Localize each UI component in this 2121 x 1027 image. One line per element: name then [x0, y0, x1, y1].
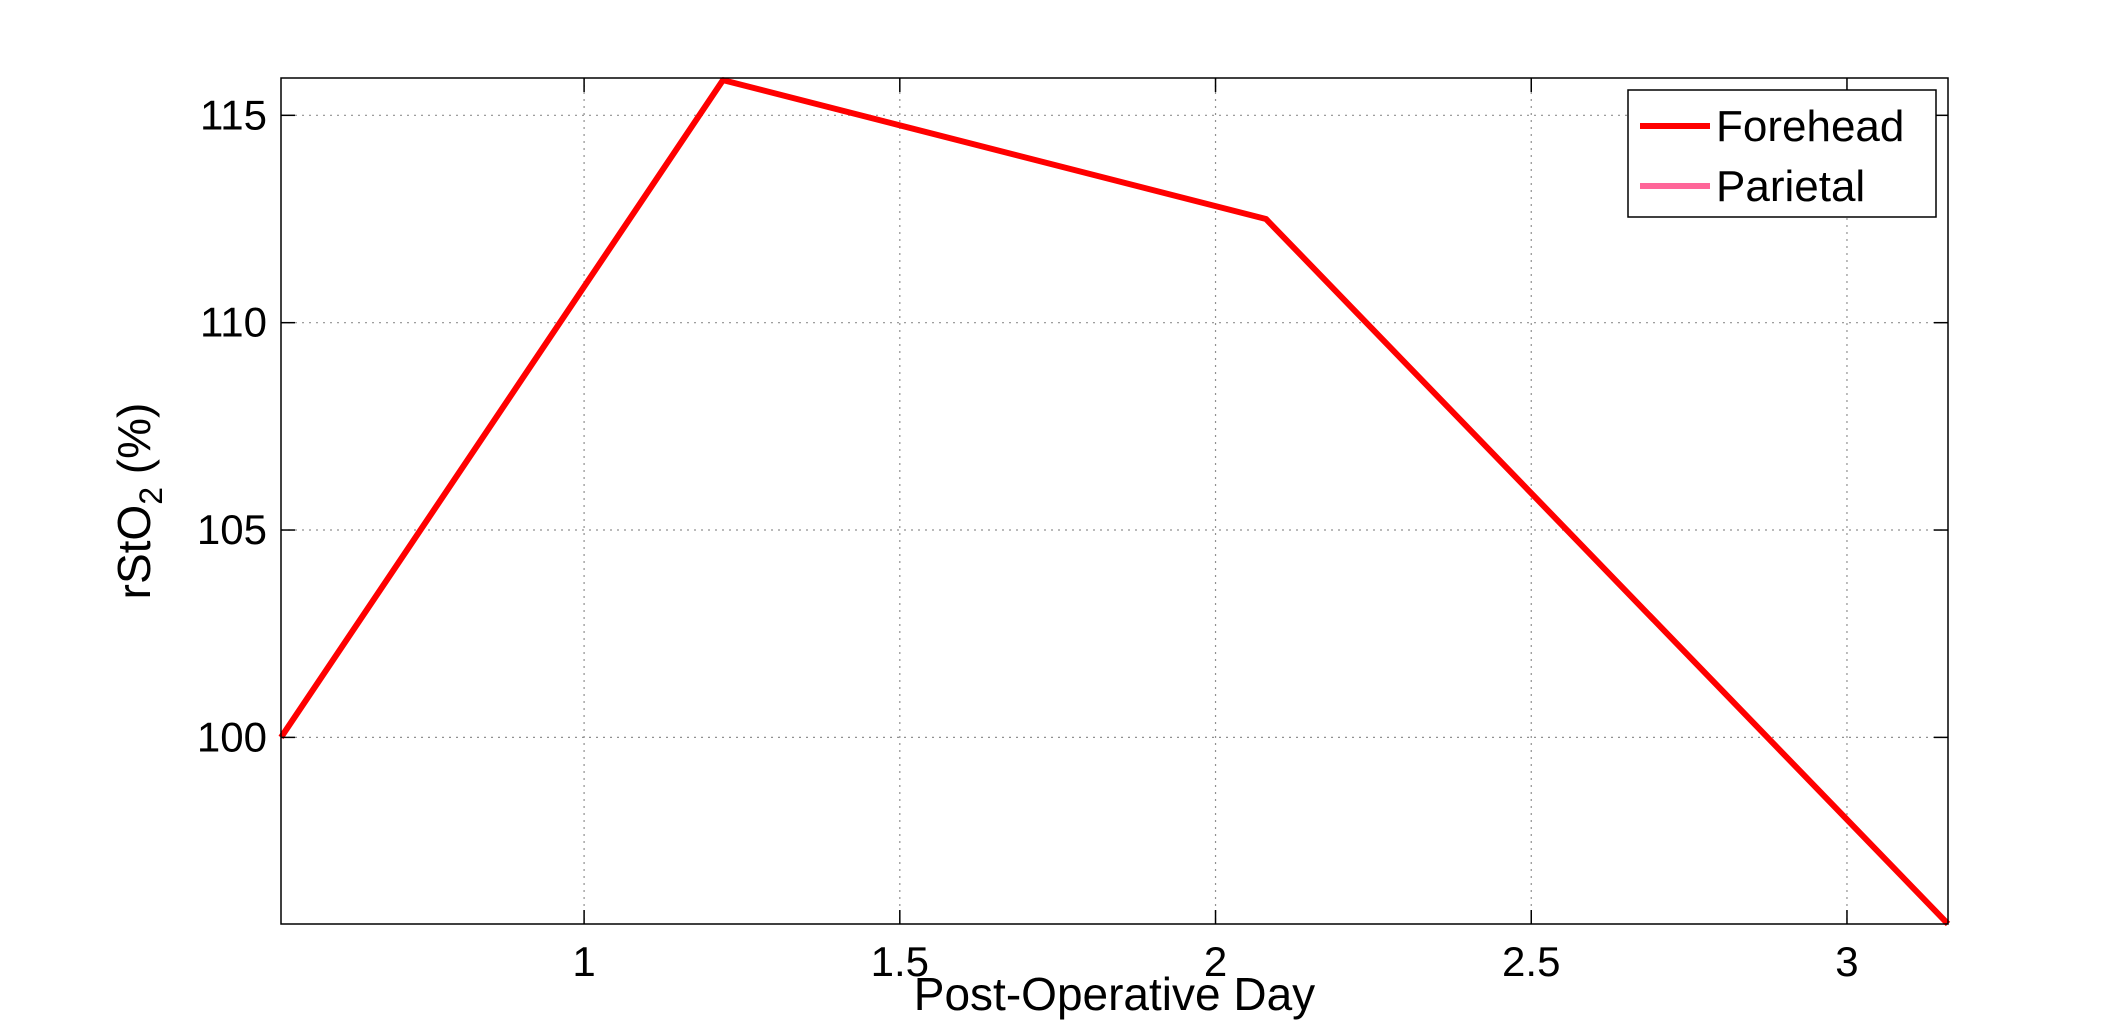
y-axis-label: rStO2 (%): [108, 403, 169, 600]
x-axis-label: Post-Operative Day: [914, 968, 1315, 1020]
y-tick-label: 115: [200, 91, 267, 138]
y-tick-label: 105: [197, 506, 267, 553]
x-tick-label: 2: [1204, 938, 1227, 985]
y-tick-label: 110: [200, 299, 267, 346]
legend-box: [1627, 89, 1937, 218]
series-lines: [278, 77, 1951, 927]
y-axis-label-main: rStO: [108, 505, 160, 600]
plot-frame: [280, 77, 1949, 925]
y-axis-label-subscript: 2: [133, 487, 169, 505]
x-tick-label: 1: [572, 938, 595, 985]
series-line-forehead: [278, 77, 1951, 927]
axis-ticks: [281, 78, 1948, 924]
x-tick-label: 1.5: [871, 938, 929, 985]
y-axis-label-suffix: (%): [108, 403, 160, 487]
tick-labels: 1 1.5 2 2.5 3 100 105 110 115: [197, 91, 1859, 985]
legend-label-parietal: Parietal: [1716, 162, 1865, 211]
y-tick-label: 100: [197, 713, 267, 760]
x-tick-label: 3: [1835, 938, 1858, 985]
x-tick-label: 2.5: [1502, 938, 1560, 985]
grid-lines: [281, 78, 1948, 924]
legend: Forehead Parietal: [1627, 89, 1937, 218]
legend-label-forehead: Forehead: [1716, 102, 1904, 151]
